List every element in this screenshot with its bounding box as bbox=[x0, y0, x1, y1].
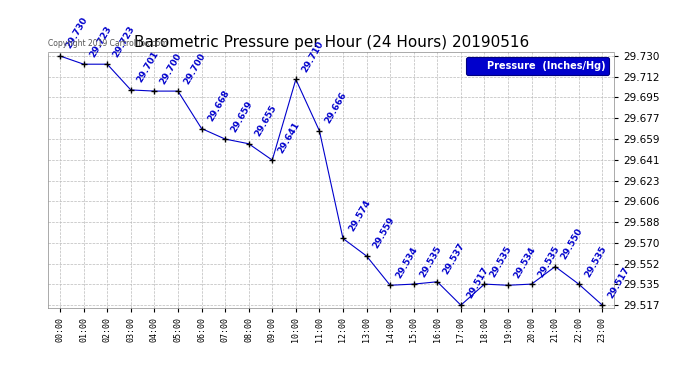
Text: 29.659: 29.659 bbox=[229, 99, 255, 134]
Text: 29.535: 29.535 bbox=[583, 244, 608, 279]
Text: 29.550: 29.550 bbox=[560, 226, 584, 261]
Text: 29.537: 29.537 bbox=[442, 242, 466, 276]
Title: Barometric Pressure per Hour (24 Hours) 20190516: Barometric Pressure per Hour (24 Hours) … bbox=[134, 35, 529, 50]
Text: 29.517: 29.517 bbox=[465, 265, 491, 300]
Text: 29.730: 29.730 bbox=[64, 16, 90, 51]
Text: 29.559: 29.559 bbox=[371, 216, 396, 250]
Text: 29.534: 29.534 bbox=[394, 245, 420, 280]
Text: 29.700: 29.700 bbox=[159, 51, 184, 86]
Text: 29.710: 29.710 bbox=[300, 39, 325, 74]
Text: 29.701: 29.701 bbox=[135, 50, 160, 84]
Text: 29.700: 29.700 bbox=[182, 51, 207, 86]
Text: 29.666: 29.666 bbox=[324, 91, 348, 125]
Text: 29.517: 29.517 bbox=[607, 265, 632, 300]
Text: 29.535: 29.535 bbox=[489, 244, 514, 279]
Text: 29.535: 29.535 bbox=[418, 244, 443, 279]
Text: 29.723: 29.723 bbox=[88, 24, 113, 58]
Text: 29.723: 29.723 bbox=[111, 24, 137, 58]
Text: 29.655: 29.655 bbox=[253, 104, 278, 138]
Text: Copyright 2019 Cartrollios.com: Copyright 2019 Cartrollios.com bbox=[48, 39, 168, 48]
Text: 29.641: 29.641 bbox=[277, 120, 302, 154]
Text: 29.534: 29.534 bbox=[512, 245, 538, 280]
Legend: Pressure  (Inches/Hg): Pressure (Inches/Hg) bbox=[466, 57, 609, 75]
Text: 29.574: 29.574 bbox=[347, 198, 373, 233]
Text: 29.668: 29.668 bbox=[206, 88, 231, 123]
Text: 29.535: 29.535 bbox=[535, 244, 561, 279]
